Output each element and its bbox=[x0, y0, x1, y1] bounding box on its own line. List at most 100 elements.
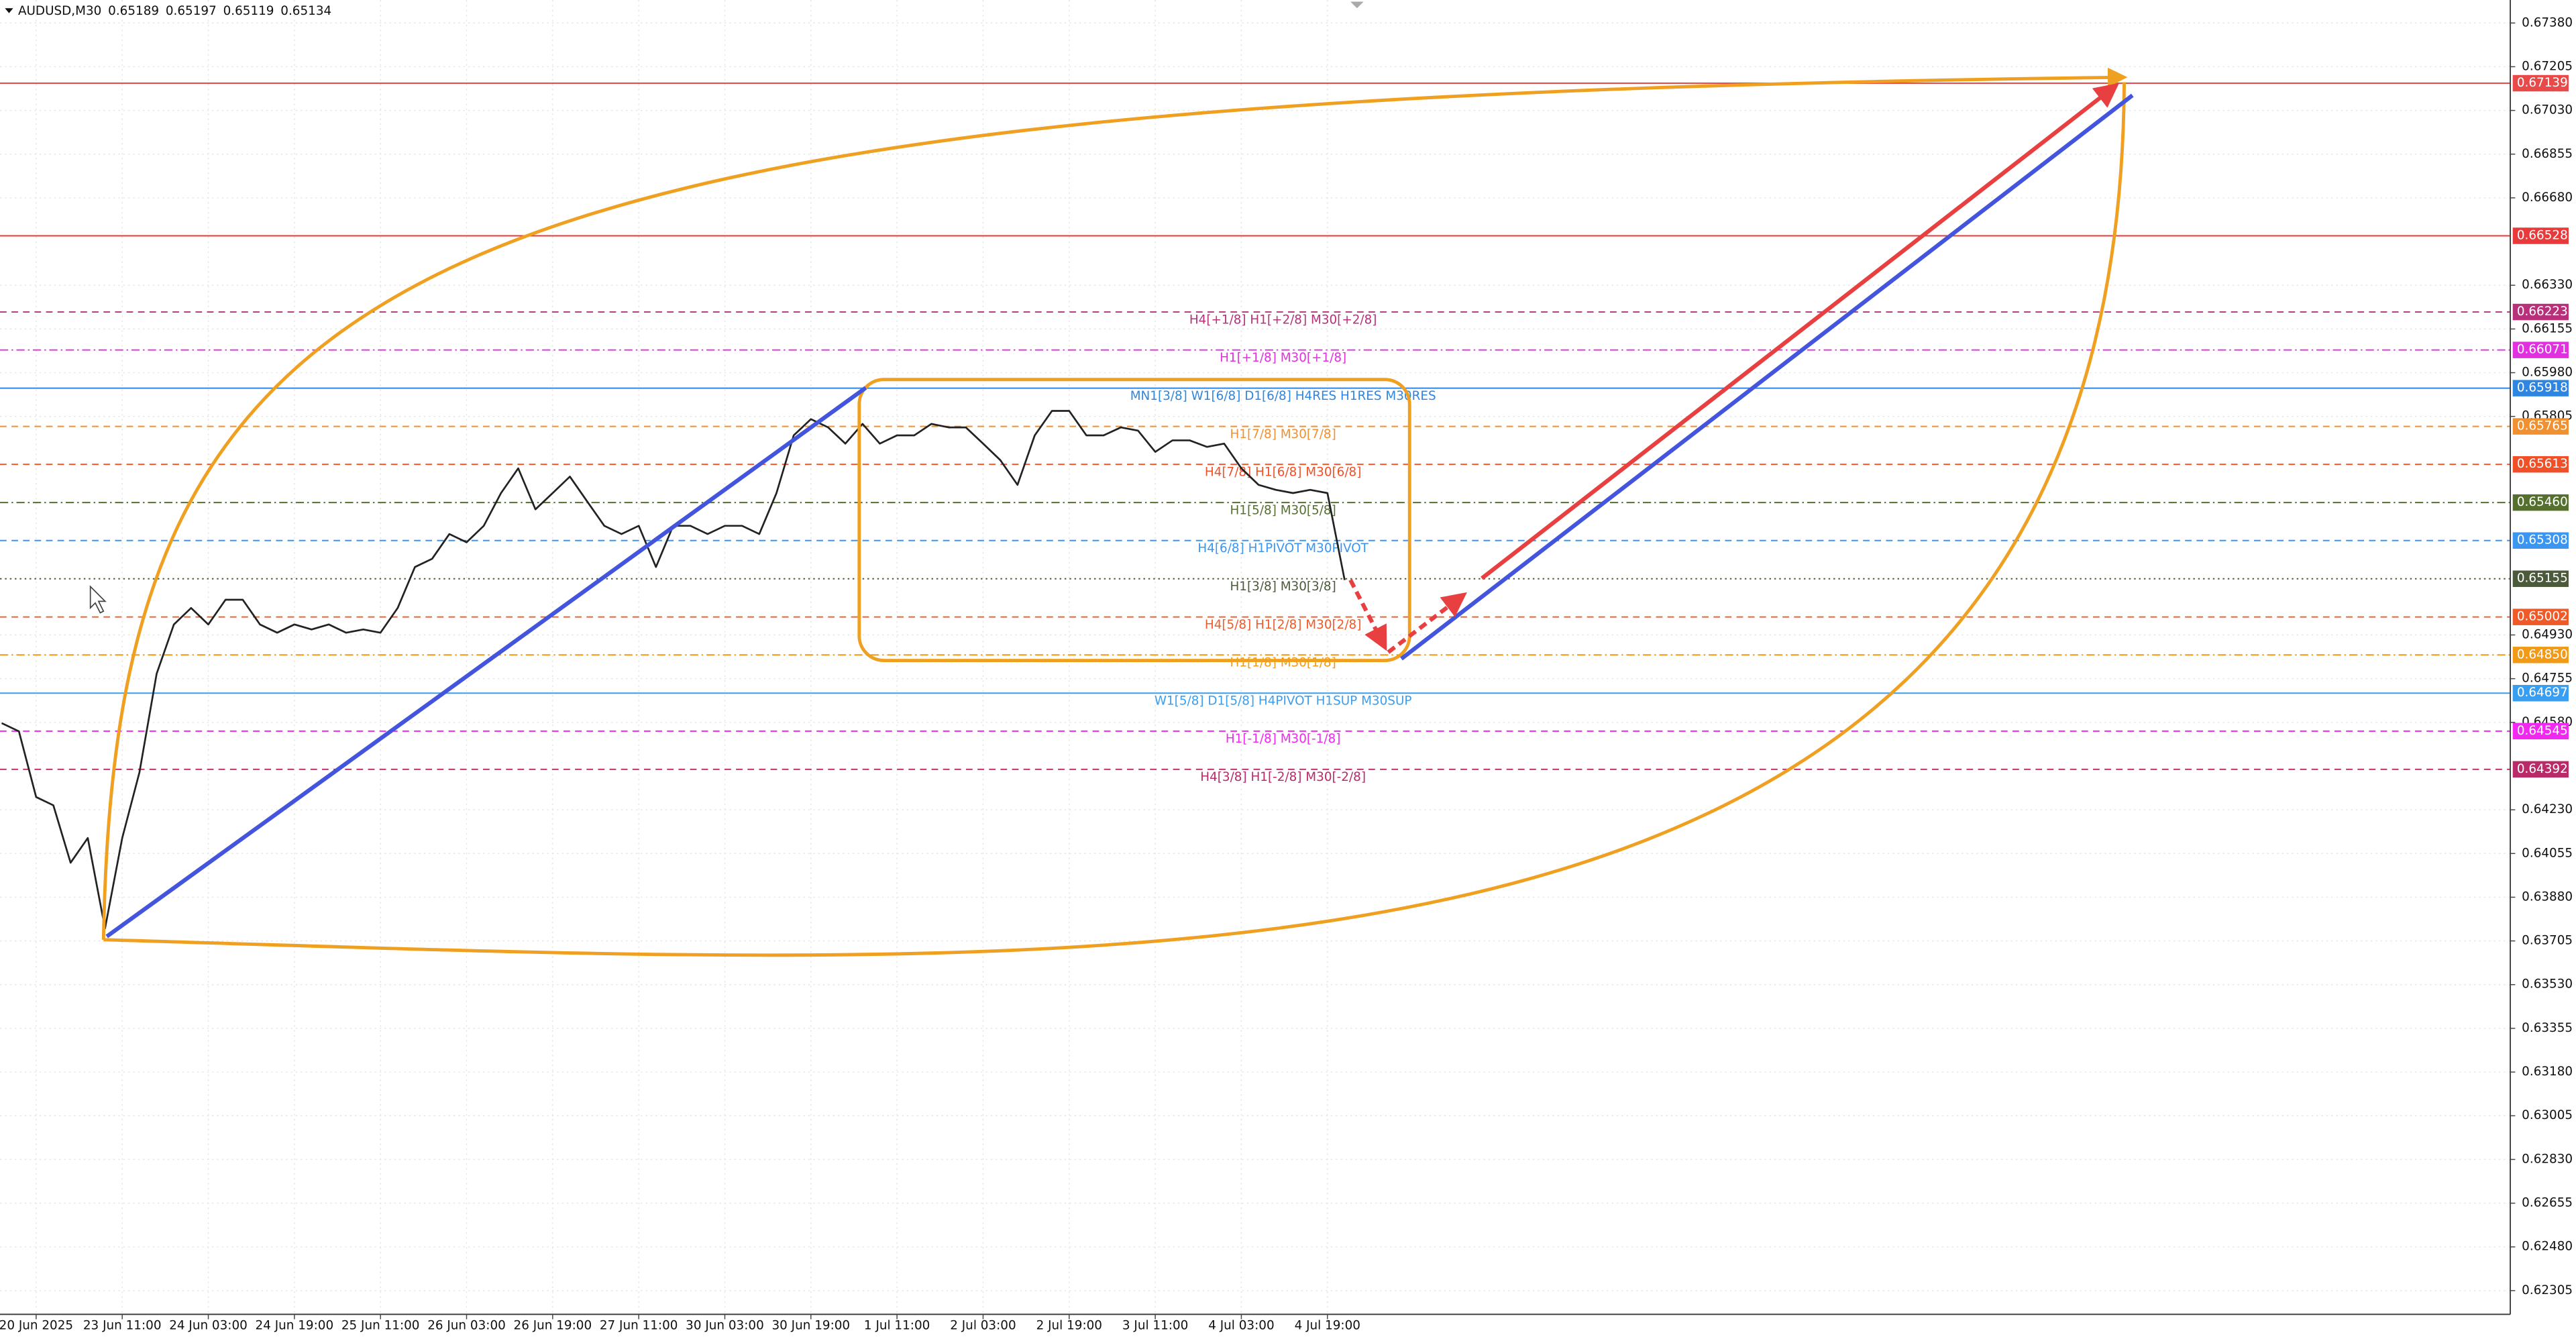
x-tick-label: 30 Jun 03:00 bbox=[686, 1318, 764, 1332]
price-tag bbox=[2512, 685, 2569, 702]
y-tick-label: 0.63705 bbox=[2522, 934, 2573, 948]
y-tick-label: 0.63180 bbox=[2522, 1065, 2573, 1079]
range-box bbox=[857, 378, 1411, 662]
price-tag bbox=[2512, 647, 2569, 663]
price-tag-label: 0.64392 bbox=[2517, 762, 2568, 776]
y-tick-label: 0.66855 bbox=[2522, 147, 2573, 161]
level-name: H4[3/8] H1[-2/8] M30[-2/8] bbox=[1200, 770, 1366, 784]
price-tag bbox=[2512, 608, 2569, 625]
price-tag bbox=[2512, 380, 2569, 396]
price-tag bbox=[2512, 570, 2569, 587]
x-tick-label: 26 Jun 19:00 bbox=[514, 1318, 592, 1332]
forecast-arrow bbox=[1481, 83, 2120, 580]
y-tick-label: 0.67030 bbox=[2522, 103, 2573, 117]
level-name: MN1[3/8] W1[6/8] D1[6/8] H4RES H1RES M30… bbox=[1130, 389, 1436, 403]
x-tick-label: 20 Jun 2025 bbox=[0, 1318, 73, 1332]
level-name: H1[3/8] M30[3/8] bbox=[1230, 580, 1336, 594]
x-tick-label: 26 Jun 03:00 bbox=[427, 1318, 506, 1332]
price-tag-label: 0.64850 bbox=[2517, 647, 2568, 661]
y-tick-label: 0.66680 bbox=[2522, 191, 2573, 205]
y-tick-label: 0.63355 bbox=[2522, 1021, 2573, 1035]
x-tick-label: 27 Jun 11:00 bbox=[600, 1318, 678, 1332]
price-tag-label: 0.66223 bbox=[2517, 305, 2568, 319]
y-tick-label: 0.67205 bbox=[2522, 59, 2573, 73]
drawings bbox=[89, 1, 2134, 957]
level-name: W1[5/8] D1[5/8] H4PIVOT H1SUP M30SUP bbox=[1155, 694, 1412, 708]
level-name: H1[7/8] M30[7/8] bbox=[1230, 427, 1336, 441]
level-name: H1[+1/8] M30[+1/8] bbox=[1220, 351, 1346, 365]
price-tag bbox=[2512, 456, 2569, 473]
level-name: H4[+1/8] H1[+2/8] M30[+2/8] bbox=[1189, 313, 1377, 327]
price-tag bbox=[2512, 303, 2569, 321]
axes: 0.67380 0.67205 0.67030 0.66855 0.66680 0.663… bbox=[0, 15, 2573, 1332]
y-tick-label: 0.64055 bbox=[2522, 846, 2573, 860]
level-name: H4[6/8] H1PIVOT M30PIVOT bbox=[1197, 541, 1368, 555]
x-tick-label: 30 Jun 19:00 bbox=[771, 1318, 850, 1332]
quote-value: 0.65189 bbox=[108, 4, 159, 18]
price-tag-label: 0.65308 bbox=[2517, 533, 2568, 547]
y-tick-label: 0.63530 bbox=[2522, 977, 2573, 992]
x-tick-label: 4 Jul 19:00 bbox=[1295, 1318, 1360, 1332]
x-tick-label: 2 Jul 03:00 bbox=[950, 1318, 1016, 1332]
price-tag-label: 0.65155 bbox=[2517, 572, 2568, 586]
channel-curve-lower bbox=[103, 82, 2126, 957]
y-tick-label: 0.64230 bbox=[2522, 802, 2573, 816]
x-tick-label: 25 Jun 11:00 bbox=[341, 1318, 420, 1332]
quote-value: 0.65197 bbox=[166, 4, 217, 18]
x-tick-label: 23 Jun 11:00 bbox=[83, 1318, 162, 1332]
price-tag-label: 0.65765 bbox=[2517, 419, 2568, 433]
price-tag bbox=[2512, 341, 2569, 358]
y-tick-label: 0.64930 bbox=[2522, 627, 2573, 641]
price-tag-label: 0.65002 bbox=[2517, 610, 2568, 624]
level-name: H1[-1/8] M30[-1/8] bbox=[1226, 732, 1341, 746]
price-tag-label: 0.65613 bbox=[2517, 457, 2568, 471]
price-tag bbox=[2512, 532, 2569, 549]
y-tick-label: 0.63005 bbox=[2522, 1108, 2573, 1122]
forecast-arrow bbox=[1387, 592, 1467, 654]
y-tick-label: 0.62655 bbox=[2522, 1196, 2573, 1210]
x-tick-label: 24 Jun 03:00 bbox=[169, 1318, 248, 1332]
y-tick-label: 0.66330 bbox=[2522, 278, 2573, 292]
price-tag bbox=[2512, 494, 2569, 511]
x-tick-label: 24 Jun 19:00 bbox=[256, 1318, 334, 1332]
price-tag-label: 0.65460 bbox=[2517, 495, 2568, 509]
scroll-marker bbox=[1350, 1, 1364, 9]
level-name: H1[1/8] M30[1/8] bbox=[1230, 656, 1336, 670]
y-tick-label: 0.63880 bbox=[2522, 890, 2573, 904]
channel-curve-upper bbox=[101, 67, 2128, 940]
x-tick-label: 1 Jul 11:00 bbox=[864, 1318, 930, 1332]
price-tag bbox=[2512, 761, 2569, 778]
quote-value: 0.65134 bbox=[280, 4, 331, 18]
level-name: H4[5/8] H1[2/8] M30[2/8] bbox=[1205, 618, 1361, 632]
y-tick-label: 0.65980 bbox=[2522, 366, 2573, 380]
y-tick-label: 0.62480 bbox=[2522, 1240, 2573, 1254]
cursor bbox=[89, 585, 107, 614]
y-tick-label: 0.67380 bbox=[2522, 15, 2573, 30]
x-tick-label: 4 Jul 03:00 bbox=[1208, 1318, 1274, 1332]
x-tick-label: 3 Jul 11:00 bbox=[1122, 1318, 1188, 1332]
symbol: AUDUSD,M30 bbox=[18, 4, 101, 18]
price-tag-label: 0.66528 bbox=[2517, 229, 2568, 243]
price-tag-label: 0.67139 bbox=[2517, 76, 2568, 90]
level-name: H4[7/8] H1[6/8] M30[6/8] bbox=[1205, 465, 1361, 479]
price-tag-label: 0.66071 bbox=[2517, 343, 2568, 357]
quote-value: 0.65119 bbox=[223, 4, 274, 18]
x-tick-label: 2 Jul 19:00 bbox=[1036, 1318, 1102, 1332]
level-name: H1[5/8] M30[5/8] bbox=[1230, 503, 1336, 517]
y-tick-label: 0.64755 bbox=[2522, 672, 2573, 686]
y-tick-label: 0.62830 bbox=[2522, 1152, 2573, 1166]
price-tag-label: 0.64697 bbox=[2517, 686, 2568, 700]
trend-line bbox=[1400, 93, 2134, 661]
price-tag bbox=[2512, 74, 2569, 92]
header: AUDUSD,M30 0.65189 0.65197 0.65119 0.65134 bbox=[18, 4, 331, 18]
trend-line bbox=[105, 386, 867, 939]
header-icon bbox=[5, 8, 13, 13]
price-tag bbox=[2512, 722, 2569, 740]
y-tick-label: 0.62305 bbox=[2522, 1283, 2573, 1297]
price-tag-label: 0.64545 bbox=[2517, 724, 2568, 738]
price-tag bbox=[2512, 227, 2569, 244]
price-tag bbox=[2512, 418, 2569, 435]
grid bbox=[0, 0, 2511, 1315]
